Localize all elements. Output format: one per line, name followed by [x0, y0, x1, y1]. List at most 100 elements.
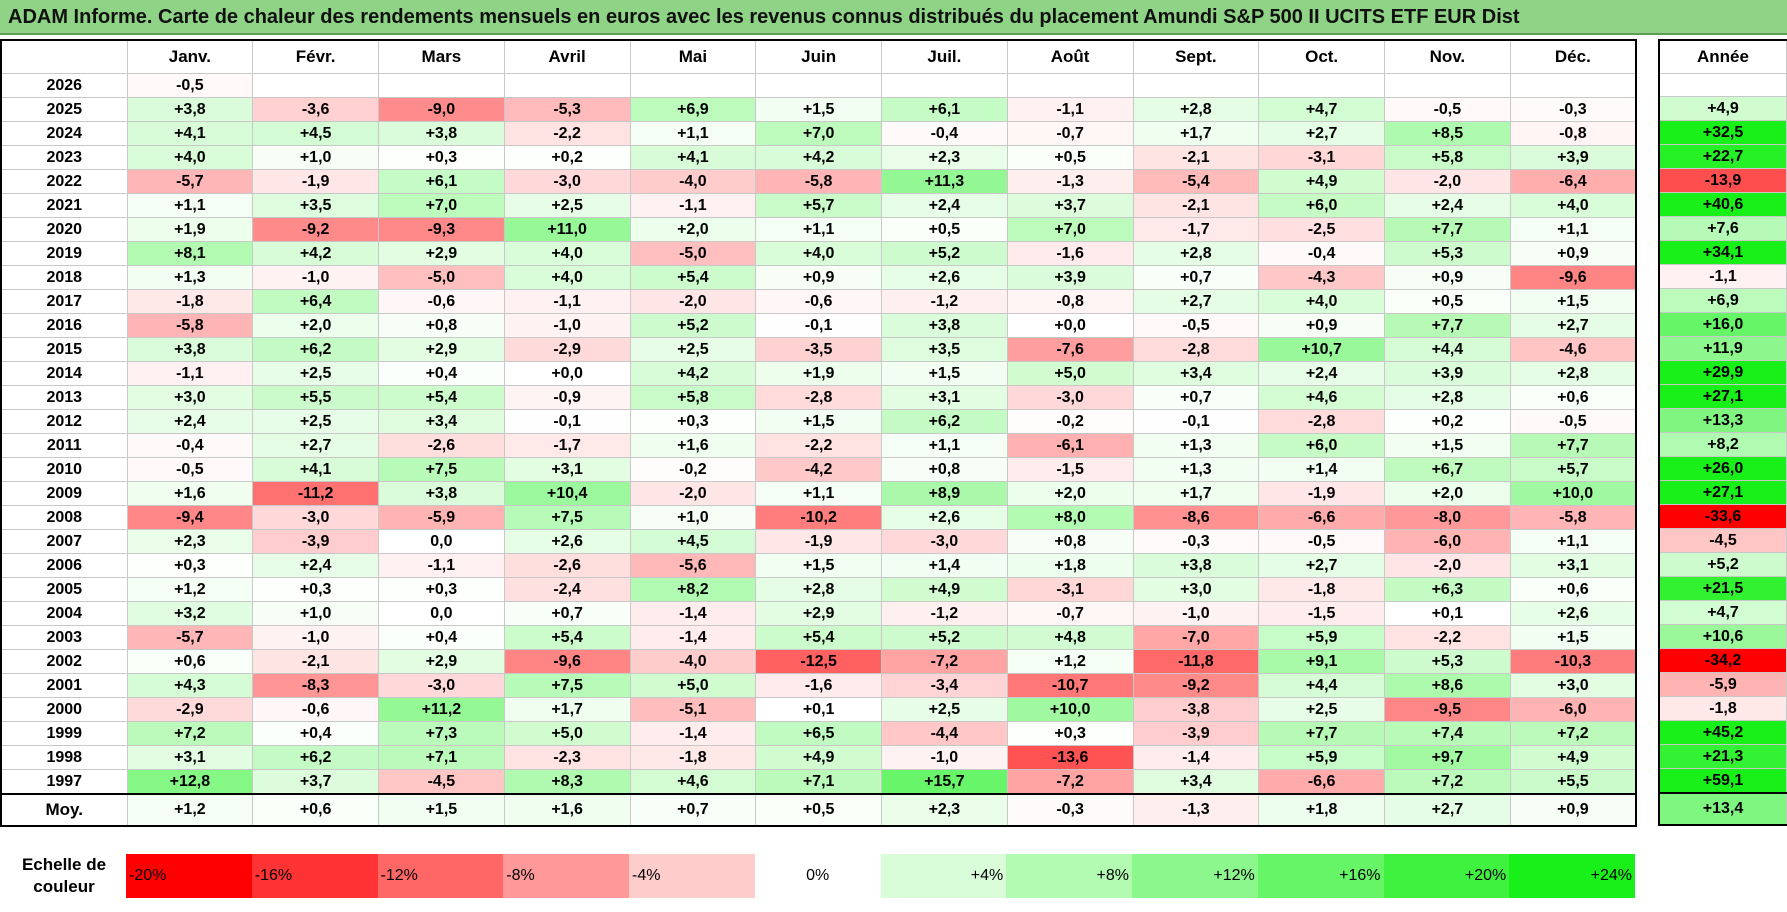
heatmap-cell: +7,1: [378, 745, 505, 770]
heatmap-cell: +8,1: [126, 241, 254, 266]
annual-row: -5,9: [1658, 672, 1787, 698]
heatmap-cell: +11,0: [503, 217, 631, 242]
heatmap-cell: -9,4: [126, 505, 254, 530]
heatmap-cell: +3,8: [126, 97, 254, 122]
month-header: Avril: [503, 40, 631, 74]
year-row: 2012 +2,4 +2,5 +3,4 -0,1 +0,3 +1,5 +6,2 -0,2 -0,1…: [1, 409, 1637, 434]
heatmap-cell: -1,0: [252, 625, 379, 650]
average-cell: +1,2: [126, 793, 254, 827]
heatmap-cell: -5,8: [755, 169, 882, 194]
annual-cell: +45,2: [1658, 720, 1787, 746]
heatmap-cell: -0,5: [1132, 313, 1260, 338]
heatmap-cell: +5,9: [1258, 745, 1385, 770]
month-header: Févr.: [252, 40, 379, 74]
heatmap-cell: [629, 73, 757, 98]
color-scale-swatch: +4%: [880, 854, 1007, 898]
heatmap-cell: +8,6: [1384, 673, 1511, 698]
heatmap-cell: +1,1: [126, 193, 254, 218]
annual-cell: +29,9: [1658, 360, 1787, 386]
month-header: Juil.: [881, 40, 1008, 74]
heatmap-cell: -0,4: [1258, 241, 1385, 266]
heatmap-cell: +2,5: [503, 193, 631, 218]
heatmap-cell: -0,5: [126, 73, 254, 98]
month-header: Janv.: [126, 40, 254, 74]
annual-cell: +13,3: [1658, 408, 1787, 434]
color-scale-swatch: +8%: [1006, 854, 1132, 898]
year-label: 2024: [1, 121, 128, 146]
heatmap-cell: +0,6: [126, 649, 254, 674]
heatmap-cell: -2,8: [1258, 409, 1385, 434]
annual-row: +21,3: [1658, 744, 1787, 770]
heatmap-cell: -1,9: [252, 169, 379, 194]
heatmap-cell: +4,1: [126, 121, 254, 146]
year-row: 2008 -9,4 -3,0 -5,9 +7,5 +1,0 -10,2 +2,6 +8,0 -8,…: [1, 505, 1637, 530]
heatmap-cell: -4,0: [629, 649, 757, 674]
heatmap-cell: -5,6: [629, 553, 757, 578]
heatmap-cell: +0,5: [881, 217, 1008, 242]
heatmap-cell: +2,6: [881, 265, 1008, 290]
heatmap-cell: +4,9: [881, 577, 1008, 602]
year-row: 2013 +3,0 +5,5 +5,4 -0,9 +5,8 -2,8 +3,1 -3,0 +0,7…: [1, 385, 1637, 410]
heatmap-cell: +7,5: [503, 505, 631, 530]
annual-cell: +22,7: [1658, 144, 1787, 170]
heatmap-cell: -2,1: [1132, 193, 1260, 218]
heatmap-cell: [378, 73, 505, 98]
heatmap-cell: -3,0: [503, 169, 631, 194]
heatmap-cell: +4,6: [629, 769, 757, 795]
heatmap-cell: 0,0: [378, 601, 505, 626]
heatmap-cell: -0,1: [755, 313, 882, 338]
heatmap-cell: +6,4: [252, 289, 379, 314]
heatmap-cell: +4,4: [1384, 337, 1511, 362]
heatmap-cell: +0,6: [1509, 385, 1637, 410]
annual-cell: +27,1: [1658, 480, 1787, 506]
color-scale-swatch: +12%: [1132, 854, 1258, 898]
annual-cell: +34,1: [1658, 240, 1787, 266]
heatmap-cell: +12,8: [126, 769, 254, 795]
annual-row: -13,9: [1658, 168, 1787, 194]
heatmap-cell: -2,2: [755, 433, 882, 458]
heatmap-cell: -4,4: [881, 721, 1008, 746]
heatmap-cell: +4,2: [629, 361, 757, 386]
heatmap-cell: +2,7: [252, 433, 379, 458]
heatmap-cell: [1006, 73, 1134, 98]
annual-average-cell: +13,4: [1658, 792, 1787, 826]
heatmap-cell: +2,8: [1132, 241, 1260, 266]
annual-cell: +4,9: [1658, 96, 1787, 122]
annual-cell: +21,5: [1658, 576, 1787, 602]
heatmap-cell: -1,4: [629, 721, 757, 746]
heatmap-cell: -0,8: [1509, 121, 1637, 146]
heatmap-cell: +3,9: [1006, 265, 1134, 290]
annual-row: +29,9: [1658, 360, 1787, 386]
heatmap-cell: [1258, 73, 1385, 98]
heatmap-cell: +4,3: [126, 673, 254, 698]
heatmap-cell: +6,3: [1384, 577, 1511, 602]
heatmap-cell: -1,1: [503, 289, 631, 314]
annual-cell: +5,2: [1658, 552, 1787, 578]
annual-cell: +16,0: [1658, 312, 1787, 338]
year-row: 2018 +1,3 -1,0 -5,0 +4,0 +5,4 +0,9 +2,6 +3,9 +0,7…: [1, 265, 1637, 290]
heatmap-cell: -5,4: [1132, 169, 1260, 194]
heatmap-cell: +1,5: [1509, 625, 1637, 650]
heatmap-cell: +3,9: [1509, 145, 1637, 170]
average-cell: +0,6: [252, 793, 379, 827]
heatmap-cell: +10,0: [1509, 481, 1637, 506]
heatmap-cell: +3,5: [252, 193, 379, 218]
heatmap-cell: +4,8: [1006, 625, 1134, 650]
color-scale-swatch: 0%: [754, 854, 881, 898]
average-cell: -1,3: [1132, 793, 1260, 827]
heatmap-cell: +2,6: [503, 529, 631, 554]
heatmap-cell: +1,0: [252, 145, 379, 170]
heatmap-cell: -1,9: [755, 529, 882, 554]
average-cell: +2,3: [881, 793, 1008, 827]
year-label: 1997: [1, 769, 128, 795]
monthly-returns-table: Janv. Févr. Mars Avril Mai Juin Juil. Août Sept.…: [0, 39, 1637, 827]
heatmap-cell: -2,3: [503, 745, 631, 770]
heatmap-cell: +1,0: [629, 505, 757, 530]
heatmap-cell: +2,4: [1258, 361, 1385, 386]
corner-cell: [1, 40, 128, 74]
year-row: 2019 +8,1 +4,2 +2,9 +4,0 -5,0 +4,0 +5,2 -1,6 +2,8…: [1, 241, 1637, 266]
heatmap-cell: -3,4: [881, 673, 1008, 698]
annual-row: -1,1: [1658, 264, 1787, 290]
heatmap-cell: -6,0: [1384, 529, 1511, 554]
heatmap-cell: +0,3: [252, 577, 379, 602]
